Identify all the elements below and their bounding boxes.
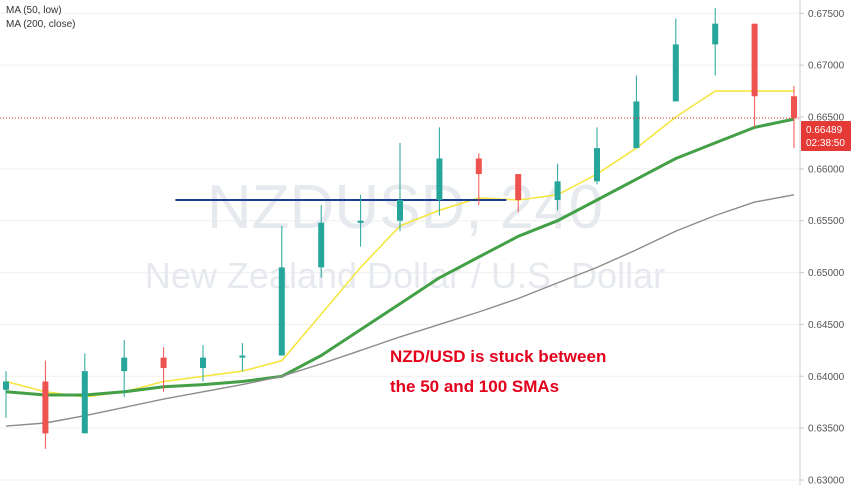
candle-body <box>42 381 49 434</box>
candle <box>318 205 325 278</box>
candle <box>357 194 364 247</box>
price-axis: 0.67500 0.67000 0.66500 0.66000 0.65500 0.650… <box>800 9 845 485</box>
candle-body <box>160 357 167 368</box>
candle <box>278 225 285 356</box>
candle-body <box>751 23 758 97</box>
watermark-description: New Zealand Dollar / U.S. Dollar <box>145 255 665 296</box>
candle-body <box>791 96 797 119</box>
legend-ma50[interactable]: MA (50, low) <box>6 5 62 16</box>
price-tick-label: 0.63000 <box>808 476 845 485</box>
candle <box>791 85 797 149</box>
watermark-symbol: NZDUSD, 240 <box>207 173 603 242</box>
candle <box>633 75 640 149</box>
candle <box>121 339 128 398</box>
annotation-line-1: NZD/USD is stuck between <box>390 347 606 366</box>
candle-body <box>121 357 128 372</box>
candle <box>160 347 167 392</box>
price-tick-label: 0.64500 <box>808 320 845 331</box>
candle <box>475 153 482 206</box>
candle <box>239 343 246 372</box>
candle-body <box>239 355 246 358</box>
candle <box>515 174 522 213</box>
candle-body <box>712 23 719 45</box>
candle-body <box>357 220 364 223</box>
annotation-line-2: the 50 and 100 SMAs <box>390 377 559 396</box>
candle <box>554 163 561 211</box>
candles <box>3 8 797 449</box>
candle <box>751 23 758 128</box>
candle <box>397 142 403 232</box>
candle-body <box>475 158 482 175</box>
candle-body <box>436 158 443 200</box>
candle-body <box>200 357 206 368</box>
current-price-tag: 0.66489 02:38:50 <box>801 121 851 151</box>
plot-background <box>0 0 800 485</box>
candle-body <box>515 174 522 200</box>
candle-body <box>318 222 325 268</box>
price-tag-countdown: 02:38:50 <box>806 138 845 149</box>
candle <box>42 360 49 449</box>
price-tick-label: 0.64000 <box>808 372 845 383</box>
price-tick-label: 0.65000 <box>808 268 845 279</box>
price-tick-label: 0.66500 <box>808 113 845 124</box>
ma100-line <box>5 117 795 397</box>
price-tick-label: 0.63500 <box>808 424 845 435</box>
candle-body <box>278 267 285 356</box>
price-tick-label: 0.66000 <box>808 164 845 175</box>
price-tick-label: 0.67500 <box>808 9 845 20</box>
price-tag-background <box>801 121 851 151</box>
candle-body <box>81 371 88 434</box>
ma200-line <box>5 194 795 427</box>
candle-body <box>3 381 9 390</box>
candle <box>712 8 719 76</box>
price-tick-label: 0.67000 <box>808 61 845 72</box>
candle <box>200 345 206 382</box>
candle <box>436 127 443 216</box>
candle-body <box>554 181 561 200</box>
candle-body <box>397 199 403 221</box>
price-tag-price: 0.66489 <box>806 125 843 136</box>
price-tick-label: 0.65500 <box>808 216 845 227</box>
legend-ma200[interactable]: MA (200, close) <box>6 19 75 30</box>
candle-body <box>594 148 600 182</box>
candle <box>3 371 9 418</box>
candle <box>81 353 88 434</box>
candle <box>594 127 600 185</box>
candle <box>672 18 679 102</box>
candle-body <box>672 44 679 102</box>
candle-body <box>633 101 640 149</box>
